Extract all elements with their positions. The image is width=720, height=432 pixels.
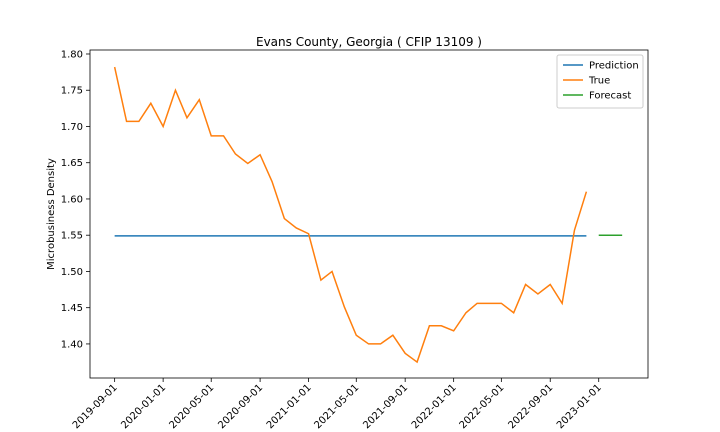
y-tick-label: 1.55 xyxy=(61,231,83,242)
y-tick-label: 1.70 xyxy=(61,122,83,133)
y-tick-label: 1.80 xyxy=(61,49,83,60)
legend-label: Forecast xyxy=(589,91,631,102)
chart-title: Evans County, Georgia ( CFIP 13109 ) xyxy=(256,35,482,49)
y-tick-label: 1.75 xyxy=(61,86,83,97)
line-series xyxy=(113,66,588,364)
legend-label: True xyxy=(588,76,610,87)
plot-frame xyxy=(89,49,649,379)
y-tick-label: 1.40 xyxy=(61,339,83,350)
y-tick-label: 1.60 xyxy=(61,194,83,205)
y-tick-label: 1.50 xyxy=(61,267,83,278)
y-tick-label: 1.45 xyxy=(61,303,83,314)
y-axis-label: Microbusiness Density xyxy=(46,158,57,270)
y-tick-label: 1.65 xyxy=(61,158,83,169)
legend-label: Prediction xyxy=(589,61,639,72)
legend: Prediction True Forecast xyxy=(556,54,644,109)
